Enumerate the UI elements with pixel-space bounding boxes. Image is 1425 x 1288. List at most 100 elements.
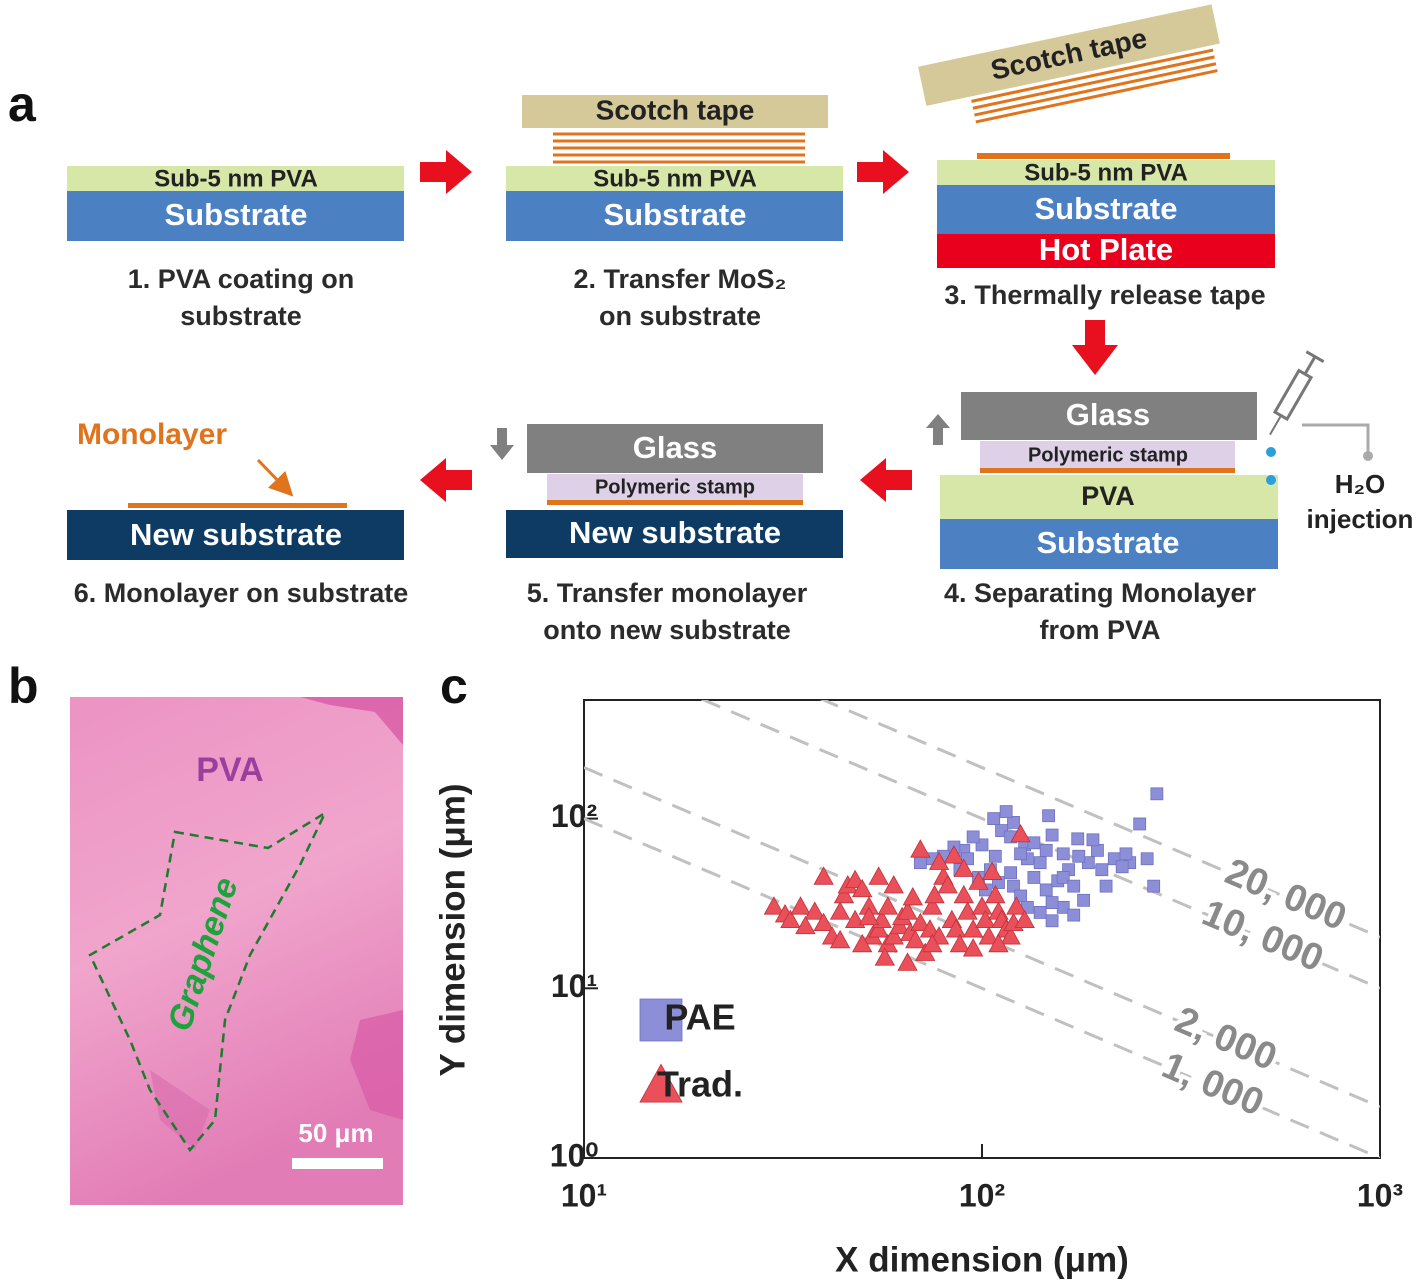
panel-label: a bbox=[8, 76, 37, 132]
caption: 2. Transfer MoS₂ bbox=[573, 264, 786, 294]
layer-label: Substrate bbox=[604, 197, 747, 232]
mos2-flakes bbox=[553, 132, 805, 164]
data-point bbox=[868, 919, 889, 938]
hot-plate bbox=[937, 234, 1275, 268]
data-point bbox=[910, 912, 931, 932]
layer-label: Glass bbox=[633, 430, 717, 465]
data-point bbox=[795, 915, 816, 935]
series bbox=[763, 823, 1035, 971]
data-point bbox=[1007, 879, 1020, 893]
layer-label: Sub-5 nm PVA bbox=[154, 165, 318, 192]
data-point bbox=[858, 906, 880, 926]
data-point bbox=[971, 896, 993, 915]
layer-label: New substrate bbox=[569, 515, 781, 550]
layer-label: Sub-5 nm PVA bbox=[593, 165, 757, 192]
lift-arrow bbox=[926, 414, 950, 445]
data-point bbox=[1039, 883, 1053, 897]
substrate bbox=[940, 519, 1278, 569]
reference-line bbox=[699, 700, 1380, 990]
data-point bbox=[1095, 863, 1109, 877]
layer-label: Substrate bbox=[1037, 525, 1180, 560]
caption: onto new substrate bbox=[543, 615, 791, 645]
data-point bbox=[945, 919, 967, 938]
reference-line bbox=[584, 817, 1380, 1158]
press-arrow bbox=[490, 428, 514, 460]
data-point bbox=[1067, 908, 1081, 922]
data-point bbox=[1067, 879, 1081, 893]
monolayer bbox=[547, 500, 803, 505]
data-point bbox=[780, 909, 801, 929]
data-point bbox=[949, 933, 971, 953]
glass bbox=[961, 392, 1257, 440]
data-point bbox=[987, 812, 1001, 826]
layer-label: Hot Plate bbox=[1039, 232, 1173, 267]
legend-swatch bbox=[639, 998, 683, 1042]
data-point bbox=[1027, 871, 1041, 884]
data-point bbox=[1150, 787, 1164, 801]
data-point bbox=[1045, 828, 1059, 842]
pva-layer bbox=[937, 160, 1275, 185]
data-point bbox=[883, 875, 904, 894]
data-point bbox=[981, 861, 1003, 880]
data-point bbox=[790, 896, 811, 915]
data-point bbox=[1056, 871, 1070, 884]
micrograph: PVA Graphene 50 μm bbox=[70, 697, 403, 1205]
data-point bbox=[813, 912, 834, 932]
layer-label: Scotch tape bbox=[596, 94, 755, 125]
substrate bbox=[937, 185, 1275, 234]
layer-label: Polymeric stamp bbox=[1028, 444, 1188, 466]
data-point bbox=[1010, 823, 1031, 843]
data-point bbox=[1042, 809, 1055, 823]
data-point bbox=[978, 926, 999, 945]
data-point bbox=[962, 938, 984, 957]
caption: substrate bbox=[180, 301, 302, 331]
data-point bbox=[1000, 926, 1021, 945]
layer-label: Substrate bbox=[1035, 191, 1178, 226]
arrow bbox=[420, 458, 472, 502]
step-1: Sub-5 nm PVA Substrate 1. PVA coating on… bbox=[67, 165, 404, 331]
pva-layer bbox=[940, 475, 1278, 519]
data-point bbox=[1086, 833, 1100, 847]
data-point bbox=[1014, 847, 1027, 861]
legend-label: PAE bbox=[664, 997, 735, 1038]
data-point bbox=[924, 884, 945, 904]
data-point bbox=[1081, 856, 1095, 870]
data-point bbox=[763, 896, 785, 915]
data-point bbox=[1133, 817, 1147, 831]
data-point bbox=[919, 919, 941, 938]
data-point bbox=[1115, 860, 1129, 874]
tape bbox=[918, 4, 1220, 106]
micrograph-image bbox=[70, 697, 403, 1205]
data-point bbox=[1004, 866, 1018, 880]
monolayer-label: Monolayer bbox=[77, 418, 227, 451]
data-point bbox=[1045, 896, 1059, 909]
data-point bbox=[968, 871, 989, 890]
data-point bbox=[937, 875, 958, 894]
data-point bbox=[813, 866, 834, 885]
stamp bbox=[980, 441, 1235, 469]
step-6: Monolayer New substrate 6. Monolayer on … bbox=[67, 418, 408, 608]
y-tick-label: 10² bbox=[551, 798, 597, 834]
layer-label: Substrate bbox=[165, 197, 308, 232]
syringe bbox=[1266, 350, 1373, 485]
x-tick-label: 10² bbox=[959, 1177, 1005, 1213]
data-point bbox=[922, 933, 943, 953]
mos2-flakes bbox=[971, 48, 1218, 124]
data-point bbox=[943, 845, 965, 864]
data-point bbox=[922, 896, 943, 915]
layer-label: New substrate bbox=[130, 517, 342, 552]
data-point bbox=[1072, 849, 1086, 863]
reference-line bbox=[819, 700, 1380, 939]
data-point bbox=[868, 866, 889, 885]
data-point bbox=[852, 933, 873, 953]
data-point bbox=[902, 887, 923, 906]
arrow bbox=[857, 150, 909, 194]
new-substrate bbox=[67, 510, 404, 560]
data-point bbox=[1071, 832, 1085, 846]
caption: on substrate bbox=[599, 301, 761, 331]
legend-label: Trad. bbox=[657, 1064, 743, 1105]
legend: PAE Trad. bbox=[639, 997, 743, 1105]
region-label: PVA bbox=[196, 751, 263, 789]
caption: 6. Monolayer on substrate bbox=[74, 578, 409, 608]
